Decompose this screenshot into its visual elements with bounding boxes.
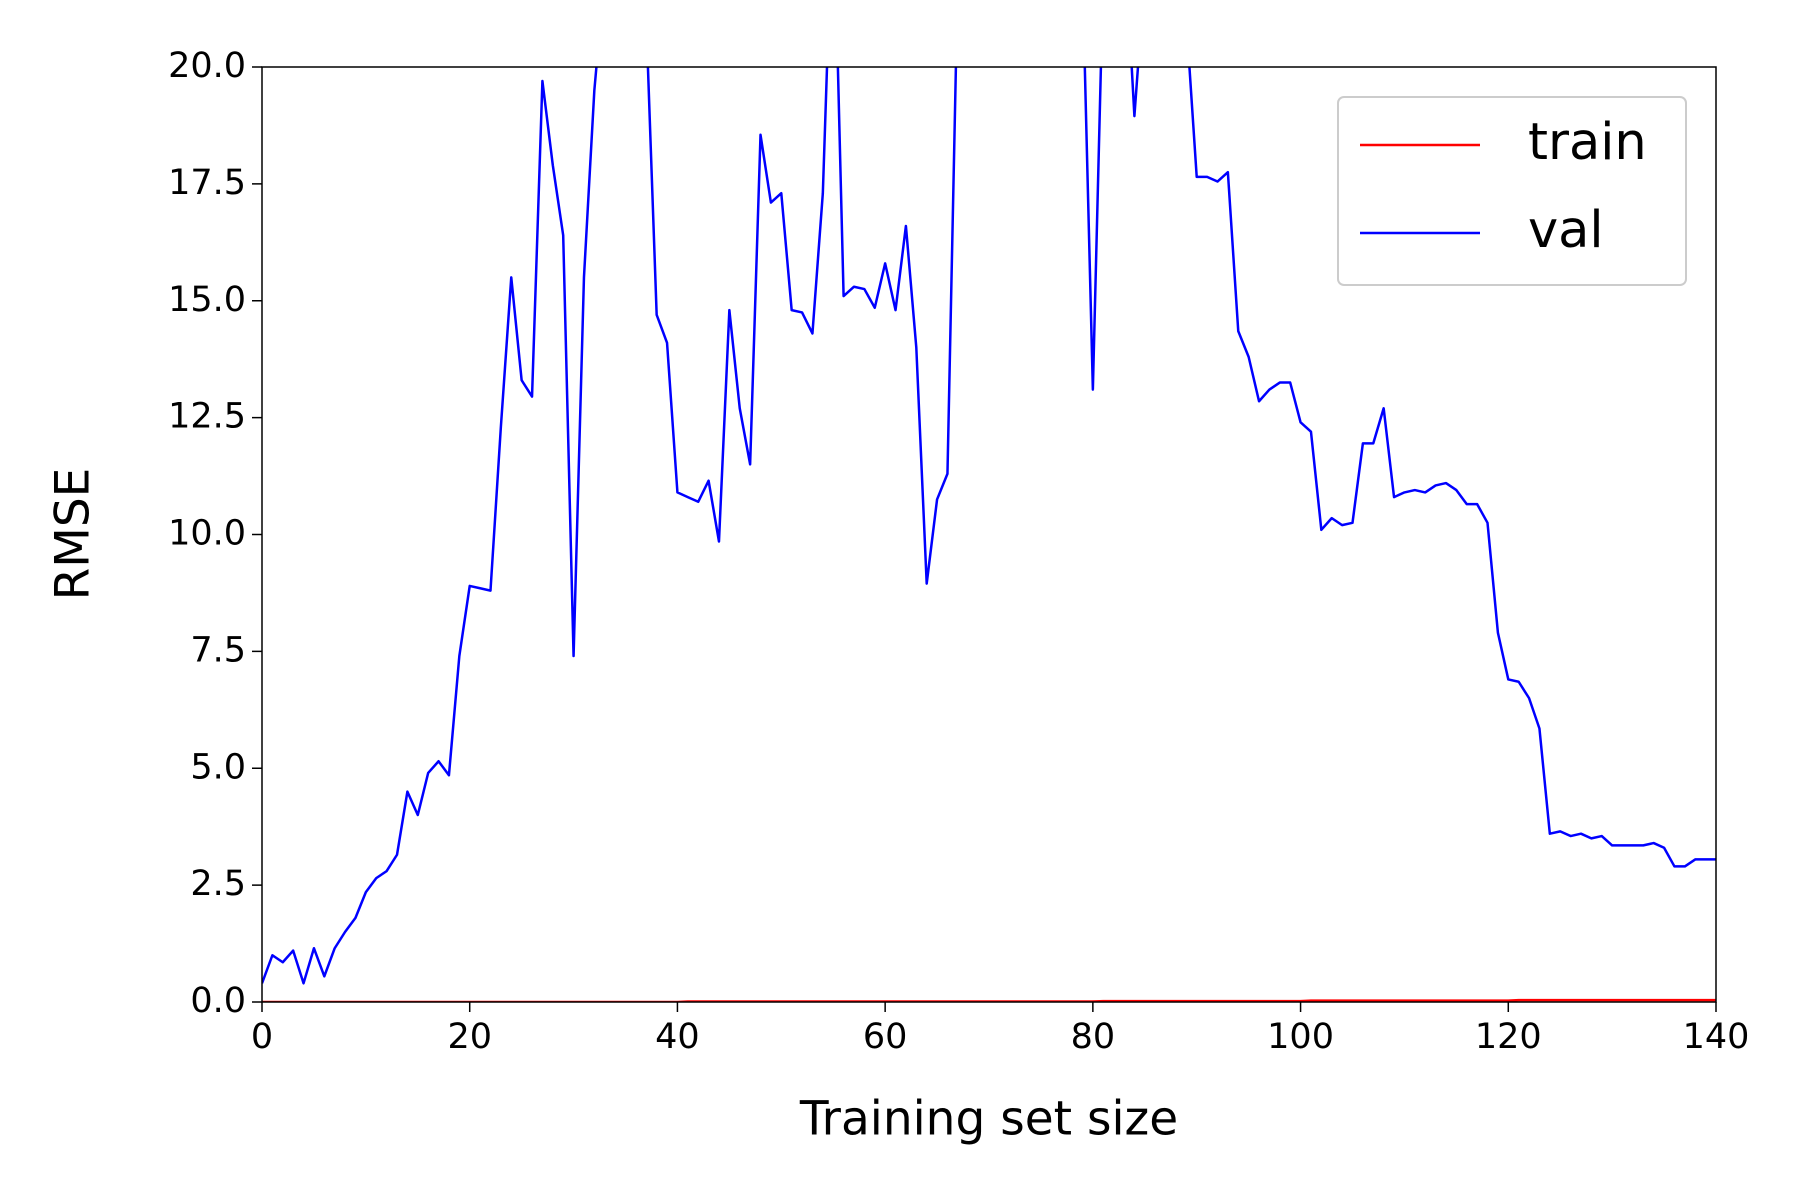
y-tick-label: 7.5 [190,630,246,670]
x-tick-label: 20 [447,1017,492,1057]
y-tick-label: 5.0 [190,747,246,787]
x-tick-label: 140 [1683,1017,1750,1057]
y-tick-label: 20.0 [168,46,246,86]
x-tick-label: 80 [1071,1017,1116,1057]
x-tick-label: 120 [1475,1017,1542,1057]
y-tick-label: 10.0 [168,514,246,554]
x-tick-label: 60 [863,1017,908,1057]
y-axis-label: RMSE [46,468,101,601]
y-tick-label: 0.0 [190,981,246,1021]
legend-label: train [1528,113,1647,172]
x-tick-label: 100 [1267,1017,1334,1057]
y-tick-label: 2.5 [190,864,246,904]
plot-frame [261,66,1717,1003]
x-axis-label: Training set size [799,1092,1178,1147]
x-tick-label: 0 [251,1017,273,1057]
legend-label: val [1528,201,1604,260]
y-tick-label: 15.0 [168,280,246,320]
y-tick-label: 12.5 [168,397,246,437]
y-tick-label: 17.5 [168,163,246,203]
line-series [262,67,1716,985]
x-tick-label: 40 [655,1017,700,1057]
